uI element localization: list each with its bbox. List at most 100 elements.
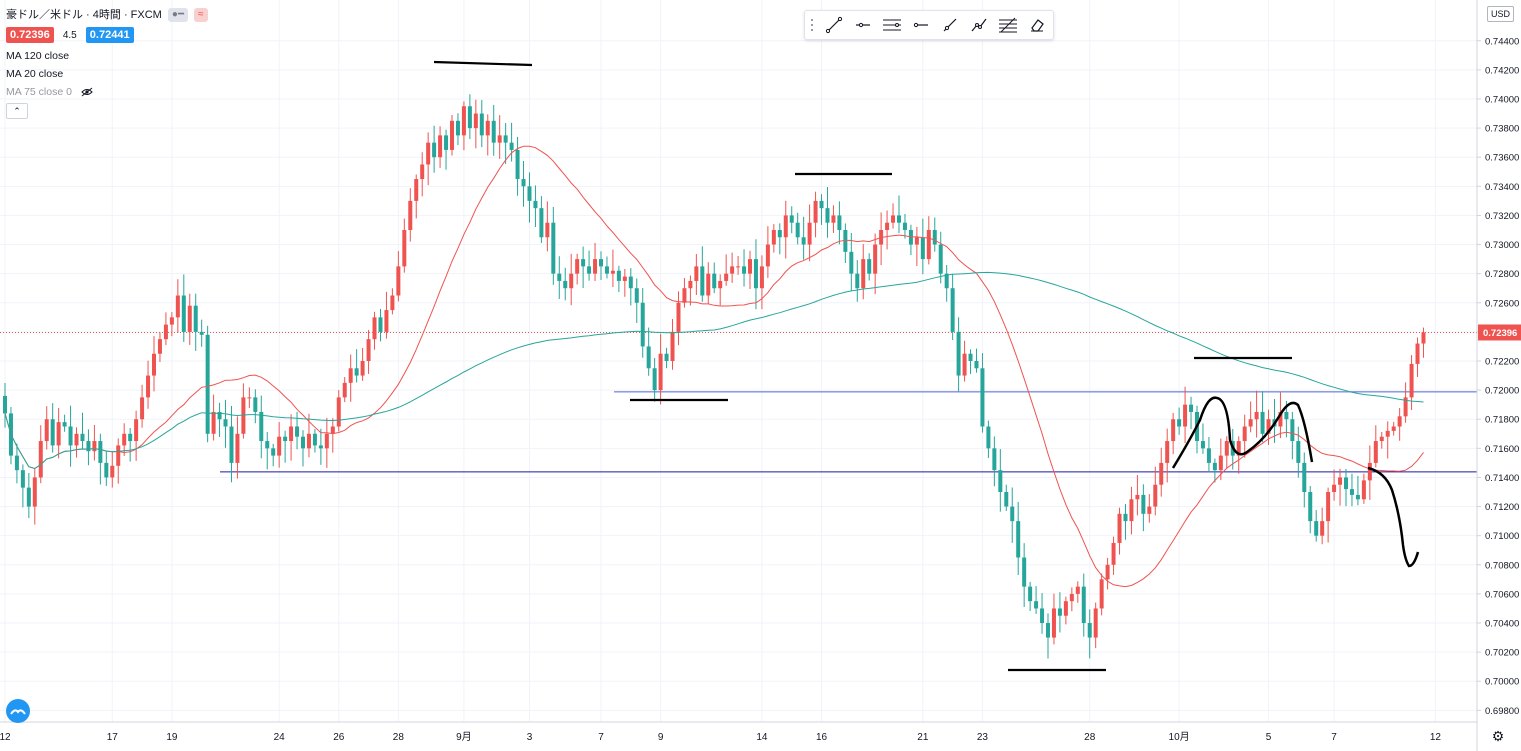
candle-body xyxy=(539,208,544,238)
tradingview-logo-icon[interactable] xyxy=(6,699,30,723)
candle xyxy=(974,348,979,373)
candle xyxy=(420,152,425,197)
candle-body xyxy=(1254,411,1259,420)
candle xyxy=(706,262,711,304)
candle xyxy=(736,255,741,275)
candle-body xyxy=(1153,484,1158,507)
candle xyxy=(587,250,592,281)
candle xyxy=(342,377,347,403)
candle-body xyxy=(616,270,621,281)
candle xyxy=(664,347,669,369)
candle-body xyxy=(301,436,305,449)
price-tick-label: 0.73600 xyxy=(1485,153,1519,164)
candle-body xyxy=(670,331,675,361)
indicator-ma75[interactable]: MA 75 close 0 xyxy=(6,83,208,101)
candle-body xyxy=(736,266,741,268)
spread-value: 4.5 xyxy=(62,29,77,41)
candle-body xyxy=(1189,404,1194,412)
candle-body xyxy=(229,426,234,463)
time-tick-label: 9月 xyxy=(456,731,472,743)
candle xyxy=(14,443,19,484)
candle-body xyxy=(461,106,466,136)
candle-body xyxy=(390,295,395,311)
candle-body xyxy=(450,120,454,150)
candle-body xyxy=(223,419,228,427)
candles xyxy=(3,94,1426,659)
candle xyxy=(771,224,776,253)
candle-body xyxy=(1010,506,1015,522)
candle xyxy=(992,436,997,487)
indicator-ma120[interactable]: MA 120 close xyxy=(6,50,70,62)
hidden-eye-icon[interactable] xyxy=(81,87,93,97)
candle-body xyxy=(873,244,878,274)
candle xyxy=(1206,437,1211,473)
currency-label[interactable]: USD xyxy=(1487,6,1514,22)
wave-icon[interactable]: ≈ xyxy=(194,8,208,23)
candle-body xyxy=(1063,601,1068,616)
candle xyxy=(837,201,842,245)
candle xyxy=(301,430,305,467)
time-tick-label: 19 xyxy=(166,732,178,743)
candle xyxy=(1308,486,1313,534)
ray-icon[interactable] xyxy=(935,11,964,39)
candle-body xyxy=(420,164,425,180)
candle-body xyxy=(1105,564,1110,580)
indicator-ma20[interactable]: MA 20 close xyxy=(6,68,64,80)
symbol-title[interactable]: 豪ドル／米ドル · 4時間 · FXCM xyxy=(6,9,162,22)
candle-body xyxy=(1284,411,1289,420)
candle-body xyxy=(1248,419,1253,427)
candle-body xyxy=(1361,480,1366,500)
bid-price[interactable]: 0.72396 xyxy=(6,27,54,43)
candle xyxy=(1159,447,1164,497)
ask-price[interactable]: 0.72441 xyxy=(85,27,134,43)
candle-body xyxy=(134,419,139,442)
candle-body xyxy=(98,441,103,463)
candle-body xyxy=(1111,542,1116,565)
candle-body xyxy=(217,411,222,420)
eraser-icon[interactable] xyxy=(1022,11,1051,39)
candle-body xyxy=(783,215,788,238)
candle-body xyxy=(265,441,270,449)
candle xyxy=(455,113,460,146)
candle-body xyxy=(426,142,431,165)
toggle-icon[interactable]: ●━ xyxy=(167,8,188,23)
candle xyxy=(849,233,854,292)
candle xyxy=(1314,510,1319,542)
candle xyxy=(509,122,514,162)
time-tick-label: 28 xyxy=(393,732,405,743)
trend-line-icon[interactable] xyxy=(819,11,848,39)
time-tick-label: 9 xyxy=(658,732,664,743)
time-tick-label: 3 xyxy=(527,732,533,743)
candle xyxy=(56,407,61,459)
time-tick-label: 23 xyxy=(977,732,989,743)
candle-body xyxy=(253,397,258,412)
candle-body xyxy=(271,448,276,456)
candle-body xyxy=(807,222,812,245)
candle-body xyxy=(414,179,419,201)
path-icon[interactable] xyxy=(964,11,993,39)
price-tick-label: 0.72000 xyxy=(1485,386,1519,397)
candle-body xyxy=(646,346,651,369)
candle xyxy=(157,332,162,362)
collapse-legend-button[interactable]: ⌃ xyxy=(6,103,28,119)
candle xyxy=(128,428,133,462)
candle xyxy=(1081,573,1086,637)
toolbar-grip-icon[interactable] xyxy=(805,11,819,39)
candle-body xyxy=(837,215,842,230)
gear-icon[interactable]: ⚙ xyxy=(1491,728,1505,744)
horizontal-line-icon[interactable] xyxy=(906,11,935,39)
parallel-channel-icon[interactable] xyxy=(877,11,906,39)
candle xyxy=(50,403,55,453)
candle xyxy=(986,420,991,459)
candle xyxy=(724,254,729,286)
candle-body xyxy=(1367,462,1372,481)
candle-body xyxy=(861,259,866,289)
candle-body xyxy=(962,353,967,376)
candle-body xyxy=(706,273,711,296)
candle xyxy=(44,406,49,450)
candle-body xyxy=(438,135,443,158)
fib-icon[interactable] xyxy=(993,11,1022,39)
candle xyxy=(527,172,532,223)
horizontal-ray-icon[interactable] xyxy=(848,11,877,39)
